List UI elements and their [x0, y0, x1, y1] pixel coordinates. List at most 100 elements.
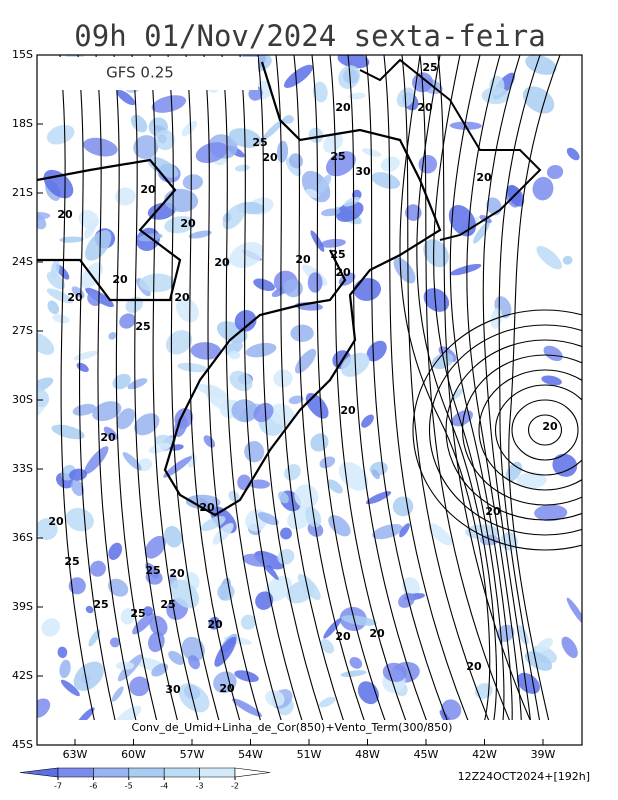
streamline: [113, 55, 164, 745]
streamline: [511, 399, 579, 461]
convergence-area: [318, 696, 336, 708]
convergence-area: [50, 259, 60, 280]
convergence-area: [305, 188, 319, 199]
convergence-area: [534, 504, 568, 522]
convergence-area: [57, 646, 68, 659]
convergence-area: [108, 578, 129, 597]
convergence-area: [399, 523, 410, 538]
convergence-area: [59, 659, 71, 679]
convergence-area: [516, 472, 547, 489]
contour-label: 20: [542, 420, 558, 433]
contour-label: 25: [422, 61, 437, 74]
convergence-area: [116, 89, 136, 106]
convergence-area: [366, 340, 387, 362]
convergence-area: [115, 661, 135, 670]
streamline: [445, 339, 582, 521]
convergence-area: [249, 479, 270, 489]
streamline: [508, 55, 561, 745]
streamline: [478, 369, 582, 491]
convergence-area: [120, 608, 136, 625]
convergence-area: [85, 605, 94, 614]
convergence-area: [188, 655, 200, 670]
convergence-area: [185, 494, 221, 510]
convergence-area: [190, 342, 222, 360]
convergence-area: [294, 484, 319, 509]
contour-label: 20: [417, 101, 433, 114]
lon-label: 54W: [238, 748, 263, 761]
convergence-area: [361, 414, 374, 428]
streamline: [466, 55, 522, 745]
contour-label: 25: [330, 150, 345, 163]
map: GFS 0.25 25 20 20 25 20 25 30 20 20 20 20 20 20 25 20 2…: [37, 55, 582, 745]
convergence-area: [283, 64, 313, 88]
contour-label: 20: [174, 291, 190, 304]
convergence-area: [37, 698, 51, 719]
streamline: [527, 414, 563, 446]
convergence-area: [144, 535, 166, 559]
convergence-area: [220, 257, 232, 268]
convergence-area: [87, 291, 102, 306]
convergence-area: [88, 629, 101, 647]
convergence-area: [84, 446, 109, 475]
convergence-area: [280, 527, 292, 540]
convergence-area: [428, 523, 453, 546]
contour-label: 20: [476, 171, 492, 184]
convergence-area: [37, 377, 54, 395]
convergence-area: [234, 164, 250, 172]
convergence-area: [431, 352, 454, 370]
convergence-area: [181, 120, 198, 137]
contour-label: 25: [252, 136, 267, 149]
contour-label: 20: [466, 660, 482, 673]
convergence-area: [340, 670, 367, 678]
convergence-area: [245, 342, 277, 358]
convergence-area: [139, 273, 175, 293]
colorbar-segment: [163, 767, 200, 778]
model-box: [37, 57, 258, 90]
convergence-area: [524, 651, 553, 671]
convergence-area: [234, 670, 259, 683]
convergence-area: [255, 591, 274, 610]
convergence-area: [200, 516, 226, 531]
streamline: [167, 55, 227, 745]
convergence-area: [151, 95, 187, 113]
contour-label: 20: [180, 217, 196, 230]
lat-label: 33S: [12, 462, 33, 475]
contour-label: 20: [199, 501, 215, 514]
contour-label: 25: [130, 607, 145, 620]
lat-label: 24S: [12, 255, 33, 268]
colorbar-label: -7: [54, 782, 62, 791]
colorbar-segment: [93, 767, 130, 778]
convergence-area: [149, 615, 168, 636]
convergence-area: [229, 241, 264, 268]
convergence-area: [129, 676, 150, 697]
convergence-area: [320, 238, 346, 248]
convergence-area: [423, 239, 449, 268]
convergence-area: [188, 230, 212, 239]
lon-label: 60W: [121, 748, 146, 761]
convergence-area: [312, 81, 328, 103]
convergence-area: [450, 263, 482, 276]
contour-label: 20: [207, 618, 223, 631]
streamline: [401, 55, 500, 745]
convergence-area: [60, 679, 80, 697]
convergence-area: [52, 314, 70, 324]
colorbar-segment: [19, 767, 59, 778]
convergence-area: [65, 507, 94, 532]
colorbar-label: -4: [160, 782, 168, 791]
lat-label: 18S: [12, 117, 33, 130]
streamline: [131, 55, 185, 745]
convergence-area: [269, 403, 295, 426]
convergence-area: [283, 115, 294, 124]
convergence-area: [41, 618, 61, 637]
convergence-area: [336, 201, 364, 222]
convergence-area: [46, 124, 75, 145]
contour-label: 20: [295, 253, 311, 266]
lat-label: 27S: [12, 324, 33, 337]
lat-label: 15S: [12, 48, 33, 61]
convergence-area: [535, 637, 554, 653]
convergence-area: [451, 410, 474, 427]
convergence-area: [112, 373, 131, 390]
convergence-area: [525, 55, 557, 75]
streamline: [399, 55, 491, 745]
